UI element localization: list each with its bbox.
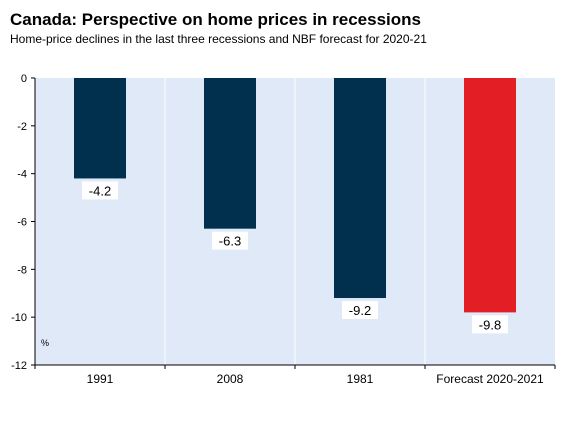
unit-label: % bbox=[41, 338, 49, 348]
bar bbox=[74, 78, 126, 179]
data-label-bg bbox=[212, 231, 248, 250]
gridlines bbox=[164, 78, 426, 365]
chart-title: Canada: Perspective on home prices in re… bbox=[10, 10, 421, 29]
data-label: -9.8 bbox=[479, 317, 501, 332]
y-tick-label: -6 bbox=[17, 217, 27, 229]
y-tick-label: -10 bbox=[11, 312, 27, 324]
data-label-bg bbox=[342, 301, 378, 320]
x-tick-label: 1991 bbox=[87, 372, 114, 386]
data-label-bg bbox=[82, 181, 118, 200]
y-tick-label: -4 bbox=[17, 169, 27, 181]
y-tick-label: -2 bbox=[17, 121, 27, 133]
data-label: -9.2 bbox=[349, 303, 371, 318]
x-axis: 1991 2008 1981 Forecast 2020-2021 bbox=[34, 364, 556, 386]
bar bbox=[204, 78, 256, 229]
x-tick-label: 1981 bbox=[347, 372, 374, 386]
y-tick-label: 0 bbox=[21, 73, 27, 85]
data-label-bg bbox=[472, 315, 508, 334]
bar bbox=[334, 78, 386, 299]
chart-subtitle: Home-price declines in the last three re… bbox=[10, 32, 427, 46]
y-tick-label: -8 bbox=[17, 264, 27, 276]
x-tick-label: Forecast 2020-2021 bbox=[436, 372, 544, 386]
data-label: -4.2 bbox=[89, 183, 111, 198]
bars: -4.2 -6.3 -9.2 -9.8 bbox=[74, 78, 516, 334]
y-tick-label: -12 bbox=[11, 360, 27, 372]
x-tick-label: 2008 bbox=[217, 372, 244, 386]
y-axis: 0 -2 -4 -6 -8 -10 -12 bbox=[11, 73, 36, 372]
data-label: -6.3 bbox=[219, 234, 241, 249]
bar bbox=[464, 78, 516, 313]
